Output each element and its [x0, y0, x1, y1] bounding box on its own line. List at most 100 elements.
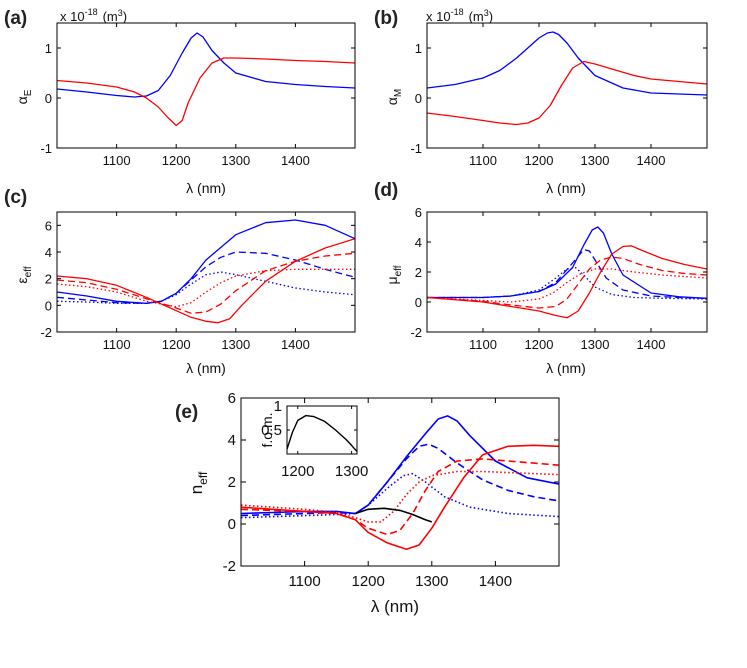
x-tick-label: 1200	[162, 337, 191, 352]
x-tick-label: 1200	[525, 153, 554, 168]
x-axis-label-a: λ (nm)	[186, 180, 226, 196]
x-tick-label: 1300	[581, 153, 610, 168]
y-tick-label: 0	[415, 295, 422, 310]
y-tick-label: 4	[228, 432, 236, 449]
panel-d: (d) μeff λ (nm) 1100 1200 1300 1400 -2 0 2 4 6	[374, 180, 708, 376]
series-line-1	[427, 226, 707, 299]
inset-background	[287, 406, 357, 454]
series-line-6	[241, 470, 559, 523]
y-tick-label: 1	[45, 41, 52, 56]
y-axis-label-a: αE	[14, 89, 34, 104]
scale-note-a: x 10-18 (m3)	[60, 7, 127, 24]
y-tick-label: 2	[228, 474, 236, 491]
series-line-5	[241, 458, 559, 536]
series-line-1	[241, 415, 559, 515]
series-line-1	[427, 31, 707, 96]
y-axis-label-e: neff	[187, 471, 210, 494]
x-axis-label-d: λ (nm)	[546, 360, 586, 376]
series-line-6	[57, 268, 355, 308]
series-line-6	[427, 268, 707, 303]
inset-chart: 1200 1300 0.5 1	[261, 398, 368, 480]
x-tick-label: 1400	[281, 337, 310, 352]
series-group	[57, 219, 355, 324]
scale-note-b: x 10-18 (m3)	[426, 7, 493, 24]
x-tick-label: 1300	[335, 463, 368, 480]
y-tick-label: 0	[45, 298, 52, 313]
series-line-5	[427, 256, 707, 309]
series-line-5	[57, 252, 355, 314]
x-tick-label: 1300	[581, 337, 610, 352]
axes-frame	[56, 211, 356, 333]
y-tick-label: 0	[415, 91, 422, 106]
axes-frame	[426, 22, 708, 149]
panel-label-c: (c)	[4, 187, 27, 208]
y-tick-label: -1	[410, 141, 422, 156]
panel-e: (e) neff λ (nm) f.o.m. 1100 1200 1300 1400 -…	[175, 390, 560, 616]
series-group	[427, 31, 707, 126]
x-tick-label: 1100	[469, 153, 497, 168]
y-tick-label: 6	[228, 390, 236, 407]
x-tick-label: 1200	[281, 463, 314, 480]
y-axis-label-c: εeff	[14, 266, 34, 283]
x-axis-label-b: λ (nm)	[546, 180, 586, 196]
y-tick-label: 0	[45, 91, 52, 106]
y-tick-label: 2	[415, 265, 422, 280]
y-tick-label: -2	[223, 558, 236, 575]
y-axis-label-b: αM	[384, 89, 404, 105]
y-tick-label: 4	[45, 245, 52, 260]
x-axis-label-e: λ (nm)	[371, 597, 419, 616]
series-line-2	[57, 57, 355, 127]
series-group	[427, 226, 707, 319]
x-tick-label: 1100	[103, 337, 131, 352]
y-tick-label: 1	[415, 41, 422, 56]
panel-label-e: (e)	[175, 402, 198, 423]
x-tick-label: 1100	[469, 337, 497, 352]
axes-frame	[56, 22, 356, 149]
panel-label-d: (d)	[374, 180, 398, 201]
series-group	[241, 415, 559, 551]
y-tick-label: -1	[40, 141, 52, 156]
series-line-3	[241, 472, 559, 519]
panel-c: (c) εeff λ (nm) 1100 1200 1300 1400 -2 0 2 4 6	[4, 187, 356, 376]
y-tick-label: 6	[415, 205, 422, 220]
x-tick-label: 1200	[352, 573, 385, 590]
series-group	[287, 414, 357, 453]
y-tick-label: 2	[45, 272, 52, 287]
y-tick-label: 0.5	[261, 422, 282, 439]
series-line-7	[355, 507, 433, 523]
x-tick-label: 1100	[103, 153, 131, 168]
y-tick-label: 1	[274, 398, 282, 415]
y-tick-label: -2	[40, 325, 52, 340]
series-line-1	[287, 414, 357, 453]
x-tick-label: 1300	[415, 573, 448, 590]
x-tick-label: 1200	[525, 337, 554, 352]
x-tick-label: 1300	[221, 337, 250, 352]
x-tick-label: 1400	[281, 153, 310, 168]
x-tick-label: 1300	[221, 153, 250, 168]
series-line-3	[57, 271, 355, 304]
y-axis-label-d: μeff	[384, 265, 404, 284]
x-tick-label: 1400	[637, 153, 666, 168]
inset-y-axis-label: f.o.m.	[259, 412, 275, 447]
series-line-1	[57, 219, 355, 304]
series-line-2	[427, 60, 707, 126]
x-tick-label: 1100	[288, 573, 320, 590]
x-tick-label: 1200	[162, 153, 191, 168]
series-line-1	[57, 32, 355, 98]
panel-label-b: (b)	[374, 8, 398, 29]
series-line-3	[427, 266, 707, 300]
x-tick-label: 1400	[479, 573, 512, 590]
axes-frame	[426, 211, 708, 333]
x-tick-label: 1400	[637, 337, 666, 352]
series-line-4	[427, 245, 707, 319]
y-tick-label: 0	[228, 516, 236, 533]
panel-b: (b) x 10-18 (m3) αM λ (nm) 1100 1200 1300 14…	[374, 7, 708, 196]
y-tick-label: -2	[410, 325, 422, 340]
panel-label-a: (a)	[4, 8, 27, 29]
y-tick-label: 6	[45, 218, 52, 233]
series-line-4	[57, 238, 355, 324]
panel-a: (a) x 10-18 (m3) αE λ (nm) 1100 1200 1300 14…	[4, 7, 356, 196]
series-group	[57, 32, 355, 127]
x-axis-label-c: λ (nm)	[186, 360, 226, 376]
